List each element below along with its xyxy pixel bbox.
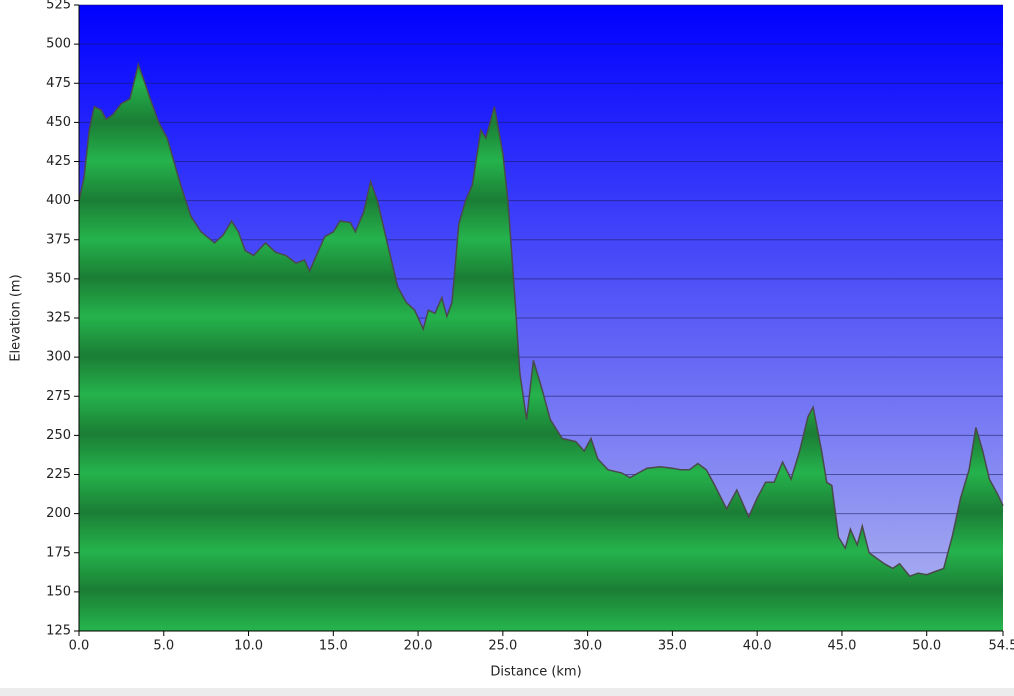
x-axis-label: Distance (km) bbox=[490, 665, 581, 680]
y-axis-label: Elevation (m) bbox=[9, 274, 24, 361]
y-tick-label: 400 bbox=[46, 193, 71, 208]
y-tick-label: 325 bbox=[46, 311, 71, 326]
y-tick-label: 125 bbox=[46, 624, 71, 639]
y-tick-label: 350 bbox=[46, 271, 71, 286]
axes: 125 150 175 200 225 250 275 300 325 350 375 400 425 4… bbox=[46, 0, 1014, 654]
x-tick-label: 50.0 bbox=[912, 639, 941, 654]
y-tick-label: 225 bbox=[46, 467, 71, 482]
x-tick-label: 54.5 bbox=[989, 639, 1014, 654]
x-tick-label: 25.0 bbox=[488, 639, 517, 654]
elevation-area bbox=[79, 64, 1003, 631]
x-tick-label: 10.0 bbox=[234, 639, 263, 654]
x-tick-label: 20.0 bbox=[404, 639, 433, 654]
y-tick-label: 425 bbox=[46, 154, 71, 169]
y-tick-label: 525 bbox=[46, 0, 71, 13]
y-tick-label: 300 bbox=[46, 350, 71, 365]
x-tick-label: 15.0 bbox=[319, 639, 348, 654]
elevation-line bbox=[78, 61, 1004, 578]
x-tick-label: 45.0 bbox=[827, 639, 856, 654]
y-tick-label: 475 bbox=[46, 76, 71, 91]
x-tick-label: 5.0 bbox=[153, 639, 174, 654]
x-tick-label: 40.0 bbox=[743, 639, 772, 654]
y-tick-label: 450 bbox=[46, 115, 71, 130]
y-tick-label: 500 bbox=[46, 37, 71, 52]
y-tick-label: 275 bbox=[46, 389, 71, 404]
x-tick-label: 35.0 bbox=[658, 639, 687, 654]
y-tick-label: 150 bbox=[46, 584, 71, 599]
y-tick-label: 250 bbox=[46, 428, 71, 443]
y-tick-label: 175 bbox=[46, 545, 71, 560]
footer-strip bbox=[0, 688, 1014, 696]
x-tick-label: 0.0 bbox=[69, 639, 90, 654]
area-layer bbox=[78, 61, 1004, 631]
y-tick-label: 375 bbox=[46, 232, 71, 247]
x-tick-label: 30.0 bbox=[573, 639, 602, 654]
y-tick-label: 200 bbox=[46, 506, 71, 521]
